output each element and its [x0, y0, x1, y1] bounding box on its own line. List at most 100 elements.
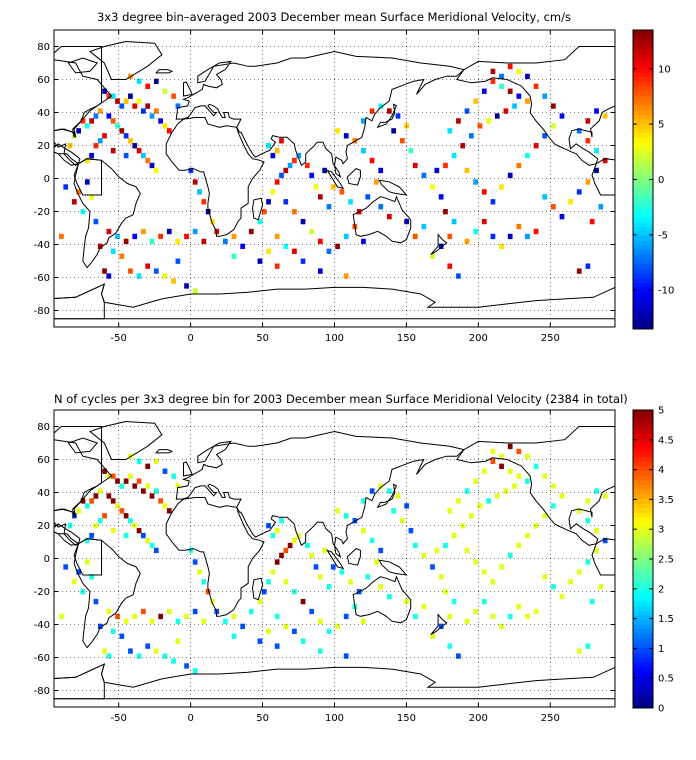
cycles-bin-cell: [175, 618, 181, 625]
cycles-bin-cell: [132, 613, 138, 620]
cycles-bin-cell: [240, 623, 245, 630]
cycles-bin-cell: [153, 458, 159, 465]
cycles-bin-cell: [192, 559, 198, 565]
velocity-bin-cell: [507, 233, 513, 240]
cycles-x-tick-label: 250: [541, 713, 560, 724]
cycles-colorbar-band: [633, 600, 653, 607]
velocity-bin-cell: [102, 133, 107, 139]
cycles-bin-cell: [576, 648, 582, 654]
cycles-colorbar-band: [633, 410, 653, 416]
velocity-bin-cell: [123, 238, 129, 245]
velocity-bin-cell: [456, 273, 461, 279]
velocity-colorbar-band: [633, 258, 653, 265]
cycles-bin-cell: [93, 523, 99, 529]
velocity-bin-cell: [507, 88, 513, 94]
cycles-bin-cell: [533, 523, 539, 529]
velocity-colorbar-band: [633, 202, 653, 209]
velocity-bin-cell: [585, 138, 591, 144]
cycles-bin-cell: [443, 589, 448, 595]
velocity-colorbar-band: [633, 100, 653, 106]
velocity-bin-cell: [339, 189, 345, 195]
cycles-bin-cell: [473, 608, 479, 615]
cycles-colorbar-band: [633, 624, 653, 630]
velocity-colorbar-band: [633, 146, 653, 152]
cycles-bin-cell: [585, 498, 591, 504]
cycles-coastline: [326, 549, 345, 570]
cycles-bin-cell: [499, 623, 504, 630]
cycles-bin-cell: [473, 478, 479, 484]
velocity-title: 3x3 degree bin–averaged 2003 December me…: [96, 10, 571, 24]
cycles-bin-cell: [119, 633, 125, 639]
cycles-bin-cell: [317, 648, 323, 654]
velocity-bin-cell: [80, 118, 86, 124]
cycles-bin-cell: [378, 547, 384, 554]
cycles-bin-cell: [374, 559, 379, 565]
cycles-bin-cell: [93, 598, 99, 605]
velocity-bin-cell: [266, 248, 271, 254]
velocity-bin-cell: [490, 78, 496, 85]
velocity-bin-cell: [84, 123, 90, 129]
cycles-bin-cell: [451, 598, 457, 605]
velocity-bin-cell: [412, 162, 418, 169]
velocity-colorbar-band: [633, 123, 653, 129]
cycles-bin-cell: [292, 537, 297, 544]
cycles-bin-cell: [145, 483, 151, 489]
velocity-bin-cell: [512, 103, 517, 109]
cycles-bin-cell: [447, 613, 453, 620]
cycles-colorbar-band: [633, 614, 653, 621]
cycles-bin-cell: [274, 559, 280, 565]
cycles-bin-cell: [335, 508, 340, 514]
cycles-bin-cell: [158, 498, 164, 504]
cycles-bin-cell: [119, 483, 125, 489]
cycles-colorbar-band: [633, 419, 653, 425]
velocity-colorbar-band: [633, 240, 653, 246]
cycles-colorbar-band: [633, 633, 653, 639]
cycles-bin-cell: [136, 653, 142, 659]
velocity-bin-cell: [404, 123, 409, 129]
velocity-bin-cell: [451, 218, 457, 225]
cycles-bin-cell: [533, 608, 539, 615]
velocity-colorbar-band: [633, 58, 653, 64]
cycles-x-tick-label: 100: [325, 713, 344, 724]
cycles-bin-cell: [550, 584, 556, 590]
velocity-bin-cell: [330, 184, 336, 190]
velocity-bin-cell: [322, 167, 327, 174]
cycles-bin-cell: [210, 598, 215, 605]
velocity-bin-cell: [279, 172, 284, 179]
cycles-bin-cell: [494, 493, 500, 499]
velocity-bin-cell: [451, 152, 457, 159]
cycles-bin-cell: [102, 648, 107, 654]
velocity-bin-cell: [369, 108, 375, 114]
velocity-bin-cell: [525, 98, 530, 104]
velocity-bin-cell: [141, 228, 146, 235]
velocity-bin-cell: [473, 98, 479, 104]
cycles-bin-cell: [192, 668, 198, 674]
cycles-colorbar-band: [633, 619, 653, 625]
velocity-bin-cell: [326, 248, 332, 254]
cycles-bin-cell: [387, 488, 392, 494]
cycles-bin-cell: [89, 498, 94, 504]
cycles-colorbar-band: [633, 559, 653, 565]
cycles-bin-cell: [343, 653, 349, 659]
velocity-bin-cell: [507, 63, 513, 70]
cycles-bin-cell: [300, 598, 306, 605]
cycles-bin-cell: [184, 613, 189, 620]
velocity-bin-cell: [481, 218, 487, 225]
velocity-bin-cell: [317, 238, 323, 245]
cycles-coastline: [376, 483, 398, 509]
velocity-bin-cell: [141, 152, 146, 159]
velocity-x-tick-label: 0: [187, 333, 193, 344]
velocity-colorbar-band: [633, 314, 653, 321]
velocity-bin-cell: [132, 233, 138, 240]
velocity-bin-cell: [395, 113, 401, 119]
velocity-bin-cell: [102, 268, 107, 274]
velocity-bin-cell: [123, 152, 129, 159]
cycles-bin-cell: [89, 532, 94, 539]
velocity-bin-cell: [171, 278, 176, 284]
velocity-bin-cell: [533, 83, 539, 89]
velocity-bin-cell: [106, 113, 112, 119]
cycles-colorbar-tick-label: 0: [658, 704, 664, 715]
cycles-bin-cell: [438, 574, 444, 580]
velocity-bin-cell: [128, 138, 133, 144]
cycles-bin-cell: [76, 508, 82, 514]
